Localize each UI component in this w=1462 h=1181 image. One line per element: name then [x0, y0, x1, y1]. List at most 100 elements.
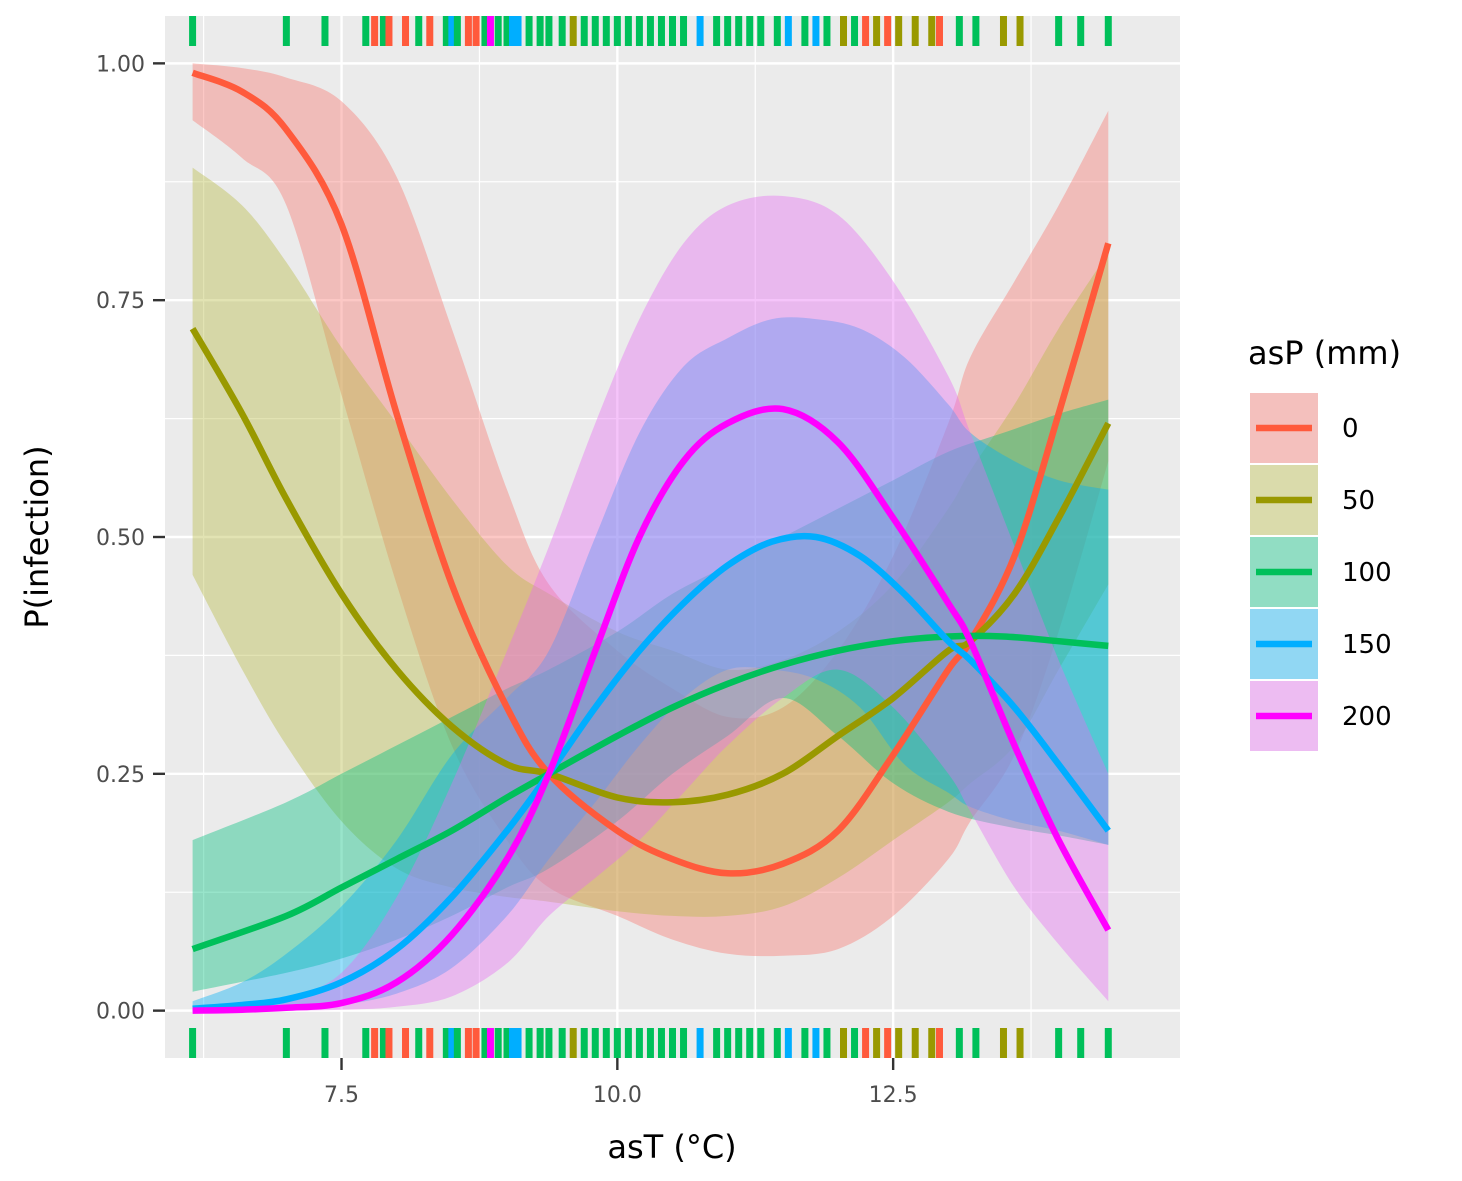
rug-mark-bottom	[580, 1028, 588, 1058]
rug-mark-bottom	[282, 1028, 290, 1058]
rug-mark-top	[486, 16, 494, 46]
rug-mark-bottom	[713, 1028, 721, 1058]
ribbon-asP-50	[192, 167, 1109, 917]
rug-mark-top	[972, 16, 980, 46]
rug-mark-top	[536, 16, 544, 46]
rug-mark-bottom	[624, 1028, 632, 1058]
rug-mark-top	[873, 16, 881, 46]
rug-mark-top	[680, 16, 688, 46]
rug-mark-top	[481, 16, 489, 46]
rug-mark-top	[935, 16, 943, 46]
rug-mark-bottom	[503, 1028, 511, 1058]
rug-mark-top	[525, 16, 533, 46]
rug-mark-bottom	[453, 1028, 461, 1058]
y-axis: 0.00 0.25 0.50 0.75 1.00	[96, 52, 165, 1025]
rug-mark-bottom	[935, 1028, 943, 1058]
rug-bottom	[189, 1028, 1112, 1058]
rug-mark-bottom	[371, 1028, 379, 1058]
grid	[165, 16, 1180, 1058]
rug-mark-top	[613, 16, 621, 46]
rug-mark-top	[801, 16, 809, 46]
rug-mark-top	[724, 16, 732, 46]
rug-mark-bottom	[385, 1028, 393, 1058]
rug-mark-top	[999, 16, 1007, 46]
x-axis: 7.5 10.0 12.5	[324, 1058, 918, 1108]
rug-mark-top	[862, 16, 870, 46]
rug-mark-bottom	[1016, 1028, 1024, 1058]
line-asP-150	[192, 532, 1111, 1012]
legend-title: asP (mm)	[1248, 334, 1401, 372]
rug-mark-top	[321, 16, 329, 46]
rug-mark-bottom	[613, 1028, 621, 1058]
rug-mark-bottom	[840, 1028, 848, 1058]
rug-mark-top	[509, 16, 517, 46]
legend-label: 0	[1342, 414, 1359, 444]
rug-mark-top	[784, 16, 792, 46]
rug-mark-bottom	[321, 1028, 329, 1058]
rug-mark-top	[442, 16, 450, 46]
y-tick-label: 0.75	[96, 289, 145, 314]
rug-mark-bottom	[928, 1028, 936, 1058]
rug-mark-bottom	[999, 1028, 1007, 1058]
rug-mark-top	[545, 16, 553, 46]
rug-mark-bottom	[472, 1028, 480, 1058]
rug-mark-top	[415, 16, 423, 46]
rug-mark-top	[624, 16, 632, 46]
rug-mark-top	[840, 16, 848, 46]
rug-mark-bottom	[591, 1028, 599, 1058]
rug-mark-top	[379, 16, 387, 46]
rug-mark-bottom	[955, 1028, 963, 1058]
legend-label: 100	[1342, 558, 1392, 588]
rug-mark-bottom	[735, 1028, 743, 1058]
rug-mark-top	[503, 16, 511, 46]
rug-mark-bottom	[696, 1028, 704, 1058]
legend-label: 150	[1342, 630, 1392, 660]
rug-mark-top	[580, 16, 588, 46]
rug-mark-top	[426, 16, 434, 46]
rug-mark-top	[669, 16, 676, 46]
rug-mark-top	[812, 16, 820, 46]
rug-mark-bottom	[486, 1028, 494, 1058]
rug-mark-bottom	[851, 1028, 859, 1058]
rug-mark-top	[1016, 16, 1024, 46]
rug-mark-bottom	[657, 1028, 665, 1058]
rug-mark-bottom	[514, 1028, 522, 1058]
x-axis-title: asT (°C)	[607, 1128, 736, 1166]
rug-top	[189, 16, 1112, 46]
x-tick-label: 12.5	[869, 1083, 918, 1108]
rug-mark-bottom	[494, 1028, 502, 1058]
rug-mark-bottom	[481, 1028, 489, 1058]
rug-mark-top	[1077, 16, 1085, 46]
legend-label: 200	[1342, 702, 1392, 732]
rug-mark-bottom	[862, 1028, 870, 1058]
rug-mark-top	[514, 16, 522, 46]
rug-mark-top	[895, 16, 903, 46]
rug-mark-bottom	[415, 1028, 423, 1058]
rug-mark-bottom	[362, 1028, 370, 1058]
rug-mark-top	[735, 16, 743, 46]
rug-mark-top	[569, 16, 577, 46]
rug-mark-top	[657, 16, 665, 46]
rug-mark-top	[635, 16, 643, 46]
rug-mark-bottom	[442, 1028, 450, 1058]
x-tick-label: 10.0	[593, 1083, 642, 1108]
rug-mark-bottom	[448, 1028, 456, 1058]
rug-mark-top	[189, 16, 197, 46]
line-asP-0	[191, 69, 1112, 877]
ribbon-asP-200	[192, 195, 1109, 1011]
rug-mark-bottom	[635, 1028, 643, 1058]
rug-mark-bottom	[536, 1028, 544, 1058]
rug-mark-bottom	[189, 1028, 197, 1058]
rug-mark-top	[911, 16, 919, 46]
y-tick-label: 0.50	[96, 526, 145, 551]
rug-mark-bottom	[724, 1028, 732, 1058]
rug-mark-bottom	[911, 1028, 919, 1058]
rug-mark-top	[696, 16, 704, 46]
rug-mark-top	[385, 16, 393, 46]
rug-mark-bottom	[558, 1028, 566, 1058]
rug-mark-top	[402, 16, 410, 46]
y-tick-label: 0.25	[96, 763, 145, 788]
x-tick-label: 7.5	[324, 1083, 359, 1108]
rug-mark-bottom	[569, 1028, 577, 1058]
